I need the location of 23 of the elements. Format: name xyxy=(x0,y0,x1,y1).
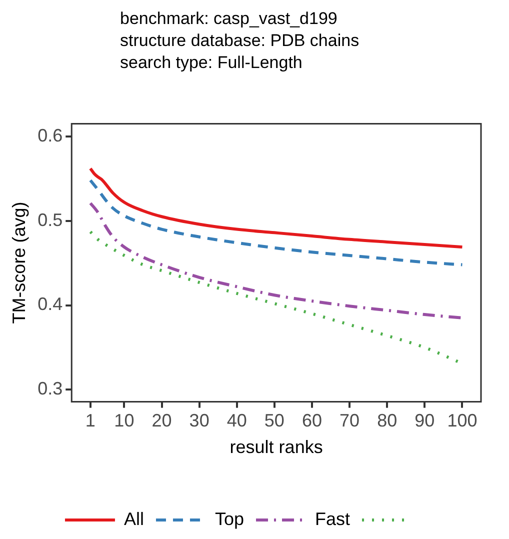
x-tick-label: 10 xyxy=(114,410,134,431)
legend-label: All xyxy=(124,508,144,529)
line-series xyxy=(88,178,464,266)
x-tick-label: 70 xyxy=(340,410,360,431)
y-axis-title: TM-score (avg) xyxy=(8,202,29,324)
line-series xyxy=(88,167,464,249)
x-tick-label: 1 xyxy=(85,410,96,431)
x-tick-label: 100 xyxy=(447,410,478,431)
x-tick-label: 20 xyxy=(152,410,172,431)
x-tick-label: 30 xyxy=(189,410,210,431)
y-tick-label: 0.5 xyxy=(38,210,63,230)
y-tick-label: 0.6 xyxy=(38,125,63,146)
chart-title: benchmark: casp_vast_d199 structure database: PDB chains search type: Full-Length xyxy=(120,8,360,74)
x-tick-label: 60 xyxy=(302,410,322,431)
y-tick-label: 0.4 xyxy=(38,294,63,314)
x-axis-title: result ranks xyxy=(230,437,323,458)
legend-label: Top xyxy=(214,508,244,529)
x-tick-label: 90 xyxy=(414,410,435,431)
y-tick-label: 0.3 xyxy=(38,378,63,399)
x-tick-label: 80 xyxy=(377,410,398,431)
x-tick-label: 50 xyxy=(264,410,284,431)
x-tick-label: 40 xyxy=(226,410,247,431)
legend-label: Fast xyxy=(315,508,350,529)
